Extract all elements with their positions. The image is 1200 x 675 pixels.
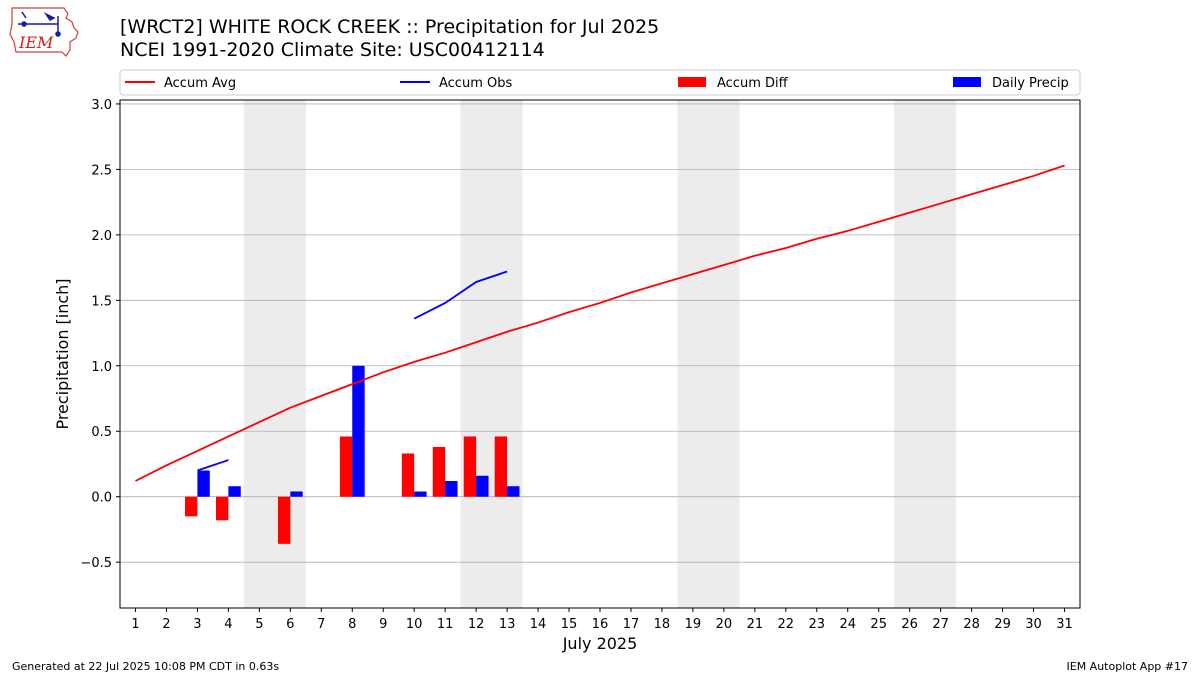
y-tick-label: 3.0 bbox=[91, 98, 112, 113]
x-tick-label: 6 bbox=[286, 617, 294, 632]
daily-precip-bar bbox=[290, 491, 303, 497]
daily-precip-bar bbox=[228, 486, 241, 497]
legend-accum-diff-swatch bbox=[678, 77, 706, 87]
autoplot-app-label: IEM Autoplot App #17 bbox=[1066, 660, 1189, 673]
accum-diff-bar bbox=[463, 436, 477, 497]
x-tick-label: 11 bbox=[437, 617, 454, 632]
daily-precip-bar bbox=[445, 481, 458, 497]
accum-diff-bar bbox=[277, 496, 291, 544]
legend-accum-diff: Accum Diff bbox=[678, 76, 789, 91]
weekend-band bbox=[677, 100, 740, 608]
weekend-band bbox=[894, 100, 957, 608]
legend-daily-precip-swatch bbox=[953, 77, 981, 87]
accum-diff-bar bbox=[339, 436, 353, 497]
x-tick-label: 31 bbox=[1056, 617, 1073, 632]
weather-station-icon bbox=[18, 11, 61, 37]
x-tick-label: 23 bbox=[809, 617, 826, 632]
logo-text: IEM bbox=[18, 33, 54, 52]
y-tick-label: 2.0 bbox=[91, 229, 112, 244]
y-tick-label: 0.5 bbox=[91, 425, 112, 440]
x-tick-label: 3 bbox=[193, 617, 201, 632]
chart-title: [WRCT2] WHITE ROCK CREEK :: Precipitatio… bbox=[120, 16, 660, 38]
accum-obs-line bbox=[413, 270, 508, 320]
daily-precip-bar bbox=[414, 491, 427, 497]
accum-diff-bar bbox=[401, 453, 415, 497]
weekend-band bbox=[243, 100, 306, 608]
x-tick-label: 16 bbox=[592, 617, 609, 632]
generated-timestamp: Generated at 22 Jul 2025 10:08 PM CDT in… bbox=[12, 660, 280, 673]
legend-box bbox=[119, 69, 1081, 96]
legend-accum-diff-label: Accum Diff bbox=[717, 76, 789, 91]
legend-accum-avg: Accum Avg bbox=[125, 76, 236, 91]
x-tick-label: 14 bbox=[530, 617, 547, 632]
daily-precip-bar bbox=[197, 470, 210, 497]
x-tick-label: 10 bbox=[406, 617, 423, 632]
accum-diff-bar bbox=[494, 436, 508, 497]
x-tick-label: 1 bbox=[131, 617, 139, 632]
x-tick-label: 18 bbox=[654, 617, 671, 632]
y-tick-label: 1.5 bbox=[91, 294, 112, 309]
x-tick-label: 22 bbox=[778, 617, 795, 632]
legend-daily-precip: Daily Precip bbox=[953, 76, 1069, 91]
legend-accum-avg-label: Accum Avg bbox=[164, 76, 236, 91]
iem-logo: IEM bbox=[9, 7, 79, 57]
accum-diff-bar bbox=[216, 496, 229, 521]
accum-diff-bar bbox=[185, 496, 198, 517]
x-tick-label: 21 bbox=[747, 617, 764, 632]
accum-avg-line bbox=[135, 164, 1065, 482]
daily-precip-bar bbox=[476, 475, 489, 497]
x-tick-label: 7 bbox=[317, 617, 325, 632]
y-tick-label: 1.0 bbox=[91, 360, 112, 375]
y-tick-label: 2.5 bbox=[91, 163, 112, 178]
y-tick-label: −0.5 bbox=[80, 556, 112, 571]
accum-diff-bar bbox=[432, 446, 446, 497]
x-tick-label: 30 bbox=[1025, 617, 1042, 632]
x-tick-label: 2 bbox=[162, 617, 170, 632]
y-tick-label: 0.0 bbox=[91, 491, 112, 506]
x-tick-label: 26 bbox=[901, 617, 918, 632]
legend-accum-obs-label: Accum Obs bbox=[439, 76, 512, 91]
chart-subtitle: NCEI 1991-2020 Climate Site: USC00412114 bbox=[120, 39, 545, 61]
accum-obs-line bbox=[197, 459, 229, 472]
legend-daily-precip-label: Daily Precip bbox=[992, 76, 1069, 91]
x-tick-label: 19 bbox=[685, 617, 702, 632]
x-tick-label: 9 bbox=[379, 617, 387, 632]
x-tick-label: 8 bbox=[348, 617, 356, 632]
x-tick-label: 4 bbox=[224, 617, 232, 632]
weekend-band bbox=[460, 100, 523, 608]
daily-precip-bar bbox=[352, 365, 365, 497]
daily-precip-bar bbox=[507, 486, 520, 497]
legend-accum-obs: Accum Obs bbox=[400, 76, 512, 91]
iowa-state-outline bbox=[9, 7, 79, 57]
x-tick-label: 28 bbox=[963, 617, 980, 632]
x-tick-label: 29 bbox=[994, 617, 1011, 632]
x-tick-label: 12 bbox=[468, 617, 485, 632]
x-tick-label: 15 bbox=[561, 617, 578, 632]
x-tick-label: 17 bbox=[623, 617, 640, 632]
x-axis-label: July 2025 bbox=[562, 634, 638, 653]
x-tick-label: 20 bbox=[716, 617, 733, 632]
x-tick-label: 25 bbox=[870, 617, 887, 632]
x-tick-label: 27 bbox=[932, 617, 949, 632]
x-tick-label: 5 bbox=[255, 617, 263, 632]
y-axis-label: Precipitation [inch] bbox=[53, 278, 72, 429]
x-tick-label: 13 bbox=[499, 617, 516, 632]
x-tick-label: 24 bbox=[839, 617, 856, 632]
